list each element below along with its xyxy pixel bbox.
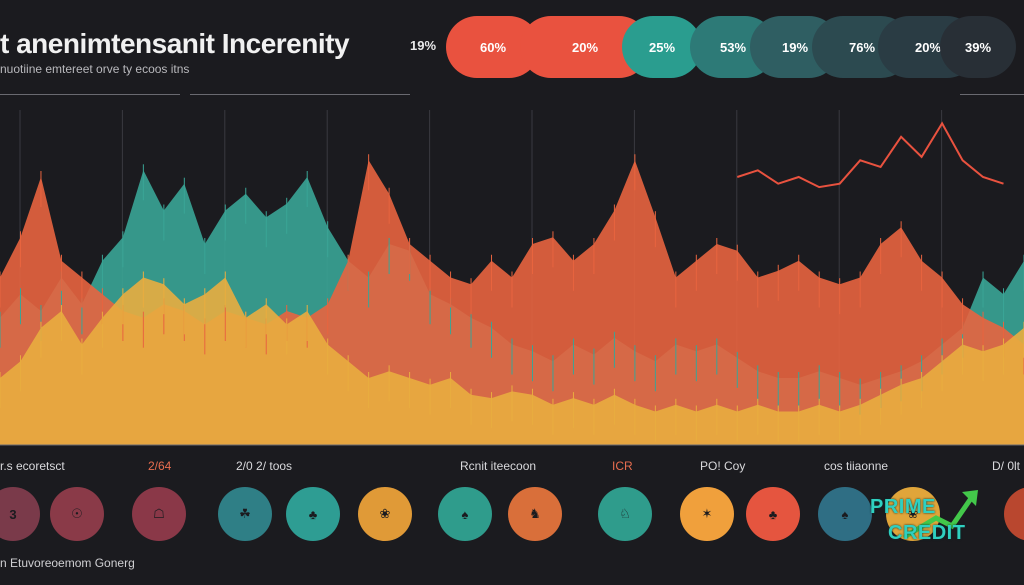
badge-icon: ☖ xyxy=(153,506,165,521)
growth-arrow-icon xyxy=(903,490,978,539)
chart-lines xyxy=(736,121,1004,189)
chart-title: t anenimtensanit Incerenity xyxy=(0,28,350,59)
badge-icon: ♞ xyxy=(529,506,541,521)
badge-icon: ♠ xyxy=(461,506,469,522)
legend-label: 2/0 2/ toos xyxy=(236,459,293,473)
percentage-pill-row: 19% 60% 20% 25% 53% 19% 76% 20% 39% xyxy=(0,0,1024,110)
category-badge[interactable]: ♠ xyxy=(818,487,872,541)
logo-line1: PRIME xyxy=(870,496,936,518)
title-underline xyxy=(0,94,180,95)
legend-label: Rcnit iteecoon xyxy=(460,459,537,473)
badge-icon: ✶ xyxy=(701,506,713,521)
category-badge[interactable]: ♣ xyxy=(746,487,800,541)
legend-label: cos tiiaonne xyxy=(824,459,889,473)
series-area-yellow xyxy=(0,277,1024,445)
legend-label: D/ 0lt xyxy=(992,459,1021,473)
legend-label: PO! Coy xyxy=(700,459,746,473)
badge-icon: ☘ xyxy=(239,506,251,521)
pill-plain-percent: 19% xyxy=(410,38,437,53)
badge-icon: ♣ xyxy=(768,506,778,522)
legend-label: r.s ecoretsct xyxy=(0,459,65,473)
badge-icon: ♠ xyxy=(841,506,849,522)
badge-icon: ❀ xyxy=(379,506,391,521)
category-badge[interactable]: ♠ xyxy=(438,487,492,541)
category-badge[interactable]: ♘ xyxy=(598,487,652,541)
category-badge[interactable]: ✶ xyxy=(1004,487,1024,541)
category-badge[interactable]: ♣ xyxy=(286,487,340,541)
legend-label: ICR xyxy=(612,459,633,473)
header-divider xyxy=(190,94,410,95)
pill-percent[interactable]: 39% xyxy=(940,16,1016,78)
badge-icon: 3 xyxy=(9,506,17,522)
category-badge[interactable]: ☖ xyxy=(132,487,186,541)
chart-subtitle: nuotiine emtereet orve ty ecoos itns xyxy=(0,62,190,76)
badge-icon: ❀ xyxy=(907,506,919,521)
badge-icon: ♘ xyxy=(619,506,631,521)
waveform-chart xyxy=(0,110,1024,446)
logo-line2: CREDIT xyxy=(888,522,966,544)
category-badge[interactable]: ✶ xyxy=(680,487,734,541)
category-badge[interactable]: ☘ xyxy=(218,487,272,541)
category-badge[interactable]: ☉ xyxy=(50,487,104,541)
badge-icon: ♣ xyxy=(308,506,318,522)
category-badge[interactable]: ♞ xyxy=(508,487,562,541)
prime-credit-logo: PRIME CREDIT xyxy=(866,486,986,550)
legend-label: 2/64 xyxy=(148,459,172,473)
category-badge[interactable]: ❀ xyxy=(358,487,412,541)
header-divider-right xyxy=(960,94,1024,95)
series-line-red-line xyxy=(736,121,1004,189)
footer-caption: n Etuvoreoemom Gonerg xyxy=(0,556,135,570)
chart-spikes xyxy=(0,154,1024,442)
category-badge[interactable]: 3 xyxy=(0,487,40,541)
badge-icon: ☉ xyxy=(71,506,83,521)
pill-percent[interactable]: 25% xyxy=(622,16,702,78)
